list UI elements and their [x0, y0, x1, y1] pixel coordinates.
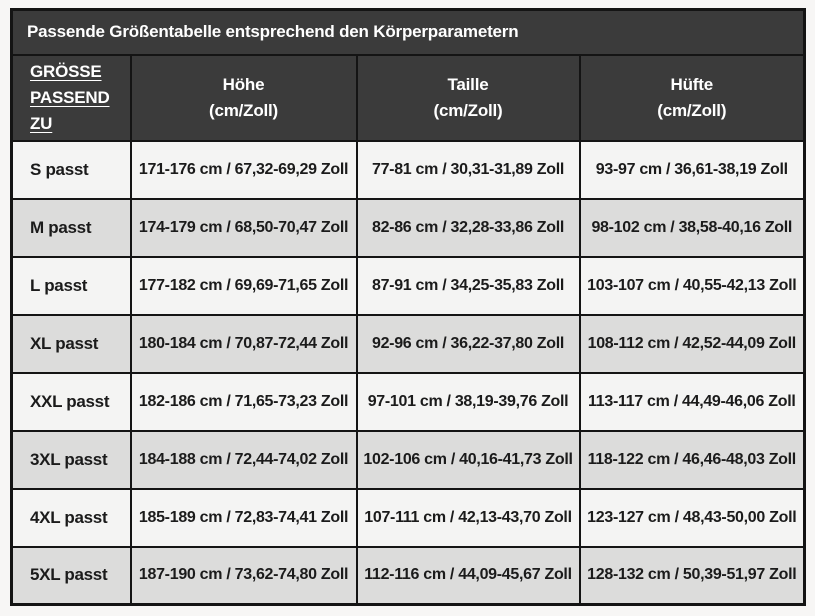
taille-cell: 92-96 cm / 36,22-37,80 Zoll: [355, 313, 581, 374]
table-row: 3XL passt 184-188 cm / 72,44-74,02 Zoll …: [10, 429, 806, 490]
taille-label: Taille: [447, 74, 489, 94]
table-row: 5XL passt 187-190 cm / 73,62-74,80 Zoll …: [10, 545, 806, 606]
hoehe-cell: 174-179 cm / 68,50-70,47 Zoll: [129, 197, 358, 258]
taille-cell: 112-116 cm / 44,09-45,67 Zoll: [355, 545, 581, 606]
taille-cell: 102-106 cm / 40,16-41,73 Zoll: [355, 429, 581, 490]
table-row: XXL passt 182-186 cm / 71,65-73,23 Zoll …: [10, 371, 806, 432]
hoehe-label: Höhe: [222, 74, 265, 94]
huefte-cell: 118-122 cm / 46,46-48,03 Zoll: [578, 429, 806, 490]
hoehe-cell: 185-189 cm / 72,83-74,41 Zoll: [129, 487, 358, 548]
size-cell: XXL passt: [10, 371, 132, 432]
table-row: L passt 177-182 cm / 69,69-71,65 Zoll 87…: [10, 255, 806, 316]
size-cell: XL passt: [10, 313, 132, 374]
huefte-cell: 103-107 cm / 40,55-42,13 Zoll: [578, 255, 806, 316]
huefte-cell: 128-132 cm / 50,39-51,97 Zoll: [578, 545, 806, 606]
size-cell: L passt: [10, 255, 132, 316]
size-header-line1: GRÖSSE: [30, 61, 102, 81]
hoehe-cell: 187-190 cm / 73,62-74,80 Zoll: [129, 545, 358, 606]
size-cell: S passt: [10, 139, 132, 200]
column-header-huefte: Hüfte (cm/Zoll): [578, 53, 806, 142]
taille-cell: 87-91 cm / 34,25-35,83 Zoll: [355, 255, 581, 316]
column-header-taille: Taille (cm/Zoll): [355, 53, 581, 142]
huefte-cell: 98-102 cm / 38,58-40,16 Zoll: [578, 197, 806, 258]
hoehe-cell: 171-176 cm / 67,32-69,29 Zoll: [129, 139, 358, 200]
hoehe-cell: 182-186 cm / 71,65-73,23 Zoll: [129, 371, 358, 432]
taille-cell: 107-111 cm / 42,13-43,70 Zoll: [355, 487, 581, 548]
taille-cell: 97-101 cm / 38,19-39,76 Zoll: [355, 371, 581, 432]
huefte-unit: (cm/Zoll): [657, 100, 727, 120]
table-row: XL passt 180-184 cm / 70,87-72,44 Zoll 9…: [10, 313, 806, 374]
huefte-cell: 113-117 cm / 44,49-46,06 Zoll: [578, 371, 806, 432]
table-title: Passende Größentabelle entsprechend den …: [10, 8, 806, 56]
table-row: 4XL passt 185-189 cm / 72,83-74,41 Zoll …: [10, 487, 806, 548]
taille-cell: 77-81 cm / 30,31-31,89 Zoll: [355, 139, 581, 200]
huefte-cell: 108-112 cm / 42,52-44,09 Zoll: [578, 313, 806, 374]
size-cell: 3XL passt: [10, 429, 132, 490]
huefte-cell: 93-97 cm / 36,61-38,19 Zoll: [578, 139, 806, 200]
size-cell: 5XL passt: [10, 545, 132, 606]
taille-unit: (cm/Zoll): [433, 100, 503, 120]
hoehe-unit: (cm/Zoll): [208, 100, 279, 120]
table-row: M passt 174-179 cm / 68,50-70,47 Zoll 82…: [10, 197, 806, 258]
hoehe-cell: 180-184 cm / 70,87-72,44 Zoll: [129, 313, 358, 374]
size-chart-table: Passende Größentabelle entsprechend den …: [10, 8, 807, 606]
size-cell: M passt: [10, 197, 132, 258]
table-row: S passt 171-176 cm / 67,32-69,29 Zoll 77…: [10, 139, 806, 200]
huefte-cell: 123-127 cm / 48,43-50,00 Zoll: [578, 487, 806, 548]
size-header-line2: PASSEND ZU: [30, 87, 110, 133]
header-row: GRÖSSE PASSEND ZU Höhe (cm/Zoll) Taille …: [10, 53, 806, 142]
column-header-size: GRÖSSE PASSEND ZU: [10, 53, 132, 142]
size-cell: 4XL passt: [10, 487, 132, 548]
hoehe-cell: 177-182 cm / 69,69-71,65 Zoll: [129, 255, 358, 316]
hoehe-cell: 184-188 cm / 72,44-74,02 Zoll: [129, 429, 358, 490]
huefte-label: Hüfte: [670, 74, 714, 94]
title-row: Passende Größentabelle entsprechend den …: [10, 8, 806, 56]
taille-cell: 82-86 cm / 32,28-33,86 Zoll: [355, 197, 581, 258]
column-header-hoehe: Höhe (cm/Zoll): [129, 53, 358, 142]
